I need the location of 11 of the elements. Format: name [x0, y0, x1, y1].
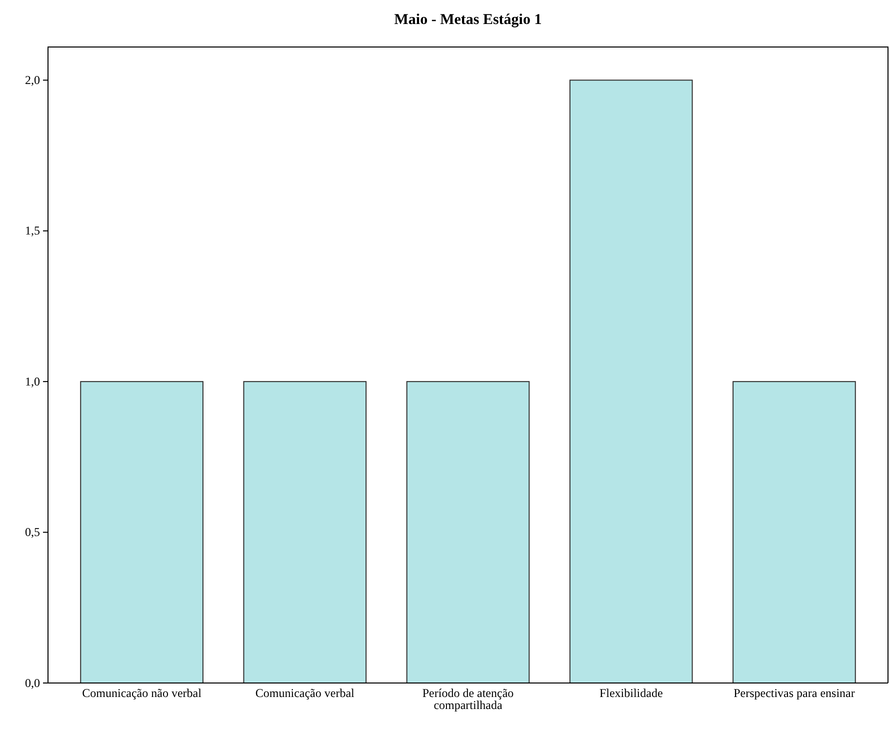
x-tick-label: Perspectivas para ensinar — [734, 686, 855, 700]
x-tick-label: Período de atenção compartilhada — [422, 686, 514, 712]
y-tick-label: 2,0 — [25, 72, 40, 87]
x-tick-label: Comunicação verbal — [255, 686, 356, 700]
x-tick-label: Comunicação não verbal — [82, 686, 202, 700]
y-tick-label: 1,0 — [25, 374, 40, 388]
y-tick-label: 1,5 — [25, 224, 40, 238]
y-tick-label: 0,5 — [25, 525, 40, 540]
chart-title: Maio - Metas Estágio 1 — [394, 12, 542, 28]
x-tick-label: Flexibilidade — [599, 686, 663, 700]
y-tick-label: 0,0 — [25, 676, 40, 690]
